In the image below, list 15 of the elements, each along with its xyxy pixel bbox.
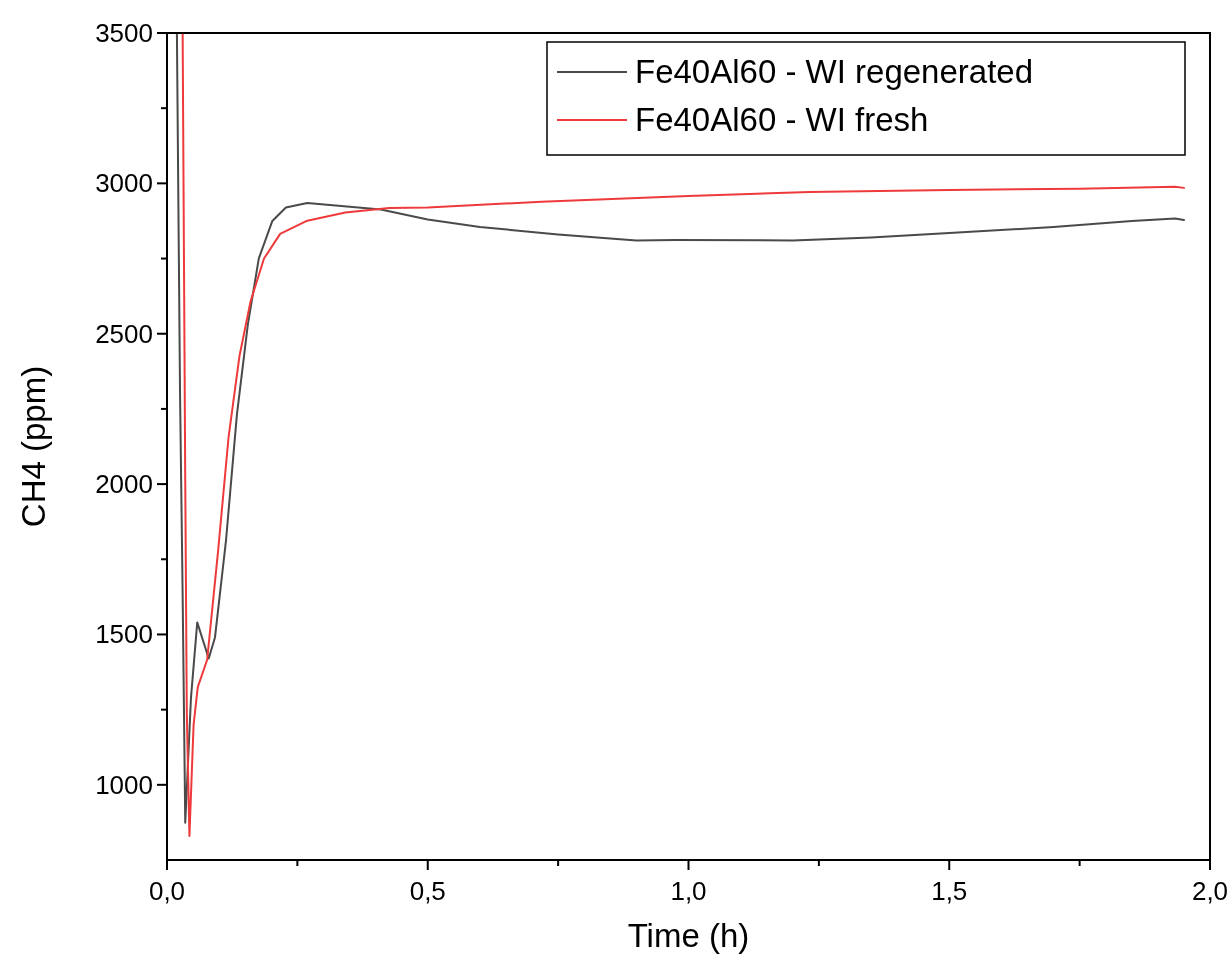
x-tick-label: 2,0 [1191,876,1227,906]
legend-label: Fe40Al60 - WI fresh [635,101,929,138]
y-tick-label: 2000 [95,469,153,500]
x-tick-label: 1,0 [670,876,707,906]
x-axis-title: Time (h) [627,917,750,954]
y-tick-label: 3000 [95,168,153,199]
y-tick-label: 1500 [95,619,153,650]
y-axis-title: CH4 (ppm) [15,365,52,528]
y-tick-label: 2500 [95,318,153,349]
y-tick-label: 1000 [95,769,153,800]
y-tick-label: 3500 [95,18,153,48]
legend-label: Fe40Al60 - WI regenerated [635,53,1034,90]
x-tick-label: 0,0 [148,876,186,906]
x-tick-label: 0,5 [409,876,446,906]
x-tick-label: 1,5 [931,876,968,906]
